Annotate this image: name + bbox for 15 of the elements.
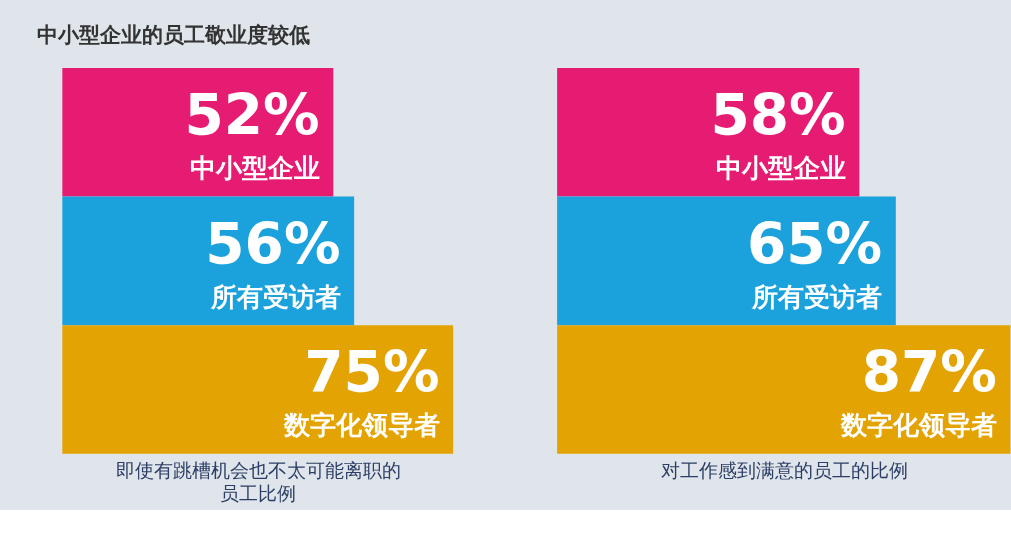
- data-label: 65%: [746, 211, 883, 277]
- data-label: 56%: [205, 211, 341, 277]
- data-label: 58%: [710, 83, 846, 149]
- x-axis-title: 即使有跳槽机会也不太可能离职的员工比例: [115, 458, 401, 504]
- y-tick-label: 数字化领导者: [282, 410, 440, 441]
- x-axis-title: 对工作感到满意的员工的比例: [660, 458, 908, 481]
- y-tick-label: 数字化领导者: [839, 410, 997, 441]
- y-tick-label: 所有受访者: [751, 281, 883, 312]
- y-tick-label: 中小型企业: [715, 153, 846, 184]
- data-label: 75%: [304, 340, 440, 406]
- data-label: 87%: [861, 340, 997, 406]
- y-tick-label: 中小型企业: [189, 153, 320, 184]
- data-label: 52%: [184, 83, 320, 149]
- y-tick-label: 所有受访者: [209, 281, 341, 312]
- chart-title: 中小型企业的员工敬业度较低: [37, 21, 311, 47]
